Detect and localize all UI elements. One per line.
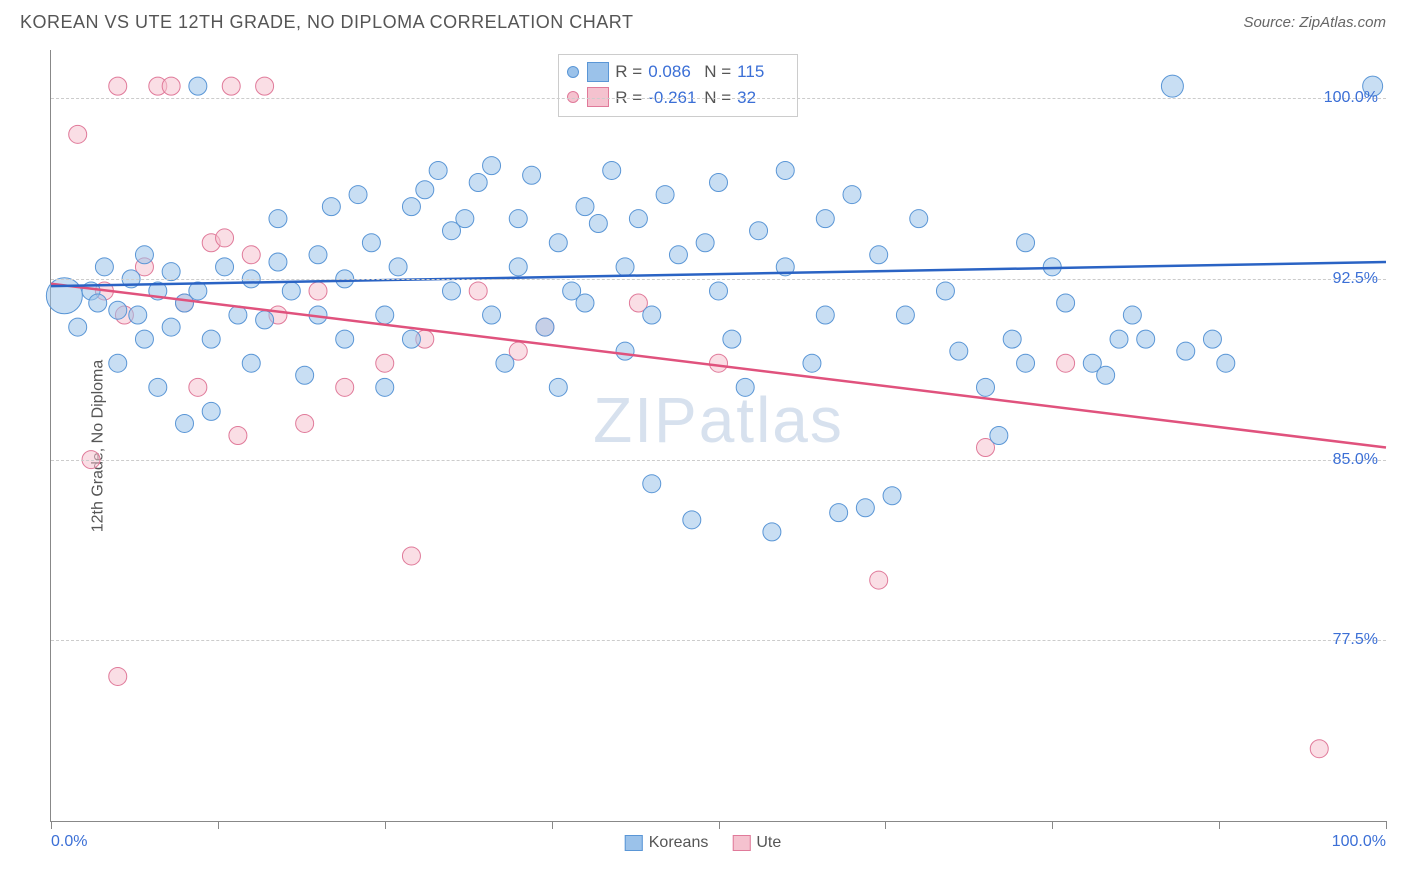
swatch-icon	[587, 62, 609, 82]
y-tick-label: 85.0%	[1333, 451, 1378, 469]
gridline	[51, 640, 1386, 641]
bottom-legend: Koreans Ute	[625, 834, 782, 852]
x-tick	[385, 821, 386, 829]
stat-r-korean: 0.086	[648, 59, 698, 85]
x-tick	[218, 821, 219, 829]
x-tick	[1386, 821, 1387, 829]
y-tick-label: 92.5%	[1333, 270, 1378, 288]
chart-header: KOREAN VS UTE 12TH GRADE, NO DIPLOMA COR…	[20, 12, 1386, 33]
gridline	[51, 98, 1386, 99]
chart-source: Source: ZipAtlas.com	[1243, 14, 1386, 31]
legend-item-korean: Koreans	[625, 834, 709, 852]
swatch-icon	[625, 835, 643, 851]
x-tick	[1052, 821, 1053, 829]
x-tick	[1219, 821, 1220, 829]
x-tick	[719, 821, 720, 829]
stats-legend-box: R = 0.086 N = 115 R = -0.261 N = 32	[558, 54, 798, 117]
chart-title: KOREAN VS UTE 12TH GRADE, NO DIPLOMA COR…	[20, 12, 633, 33]
swatch-icon	[732, 835, 750, 851]
y-tick-label: 77.5%	[1333, 631, 1378, 649]
legend-label-korean: Koreans	[649, 834, 709, 852]
legend-item-ute: Ute	[732, 834, 781, 852]
x-tick	[51, 821, 52, 829]
scatter-plot-svg	[51, 50, 1386, 821]
x-tick	[885, 821, 886, 829]
x-axis-end-label: 100.0%	[1332, 833, 1386, 851]
chart-plot-area: R = 0.086 N = 115 R = -0.261 N = 32 ZIPa…	[50, 50, 1386, 822]
gridline	[51, 460, 1386, 461]
stats-row-korean: R = 0.086 N = 115	[567, 59, 787, 85]
y-tick-label: 100.0%	[1324, 89, 1378, 107]
stat-n-korean: 115	[737, 59, 787, 85]
x-tick	[552, 821, 553, 829]
legend-label-ute: Ute	[756, 834, 781, 852]
gridline	[51, 279, 1386, 280]
stat-label: R =	[615, 59, 642, 85]
x-axis-start-label: 0.0%	[51, 833, 87, 851]
dot-icon	[567, 66, 579, 78]
stat-label: N =	[704, 59, 731, 85]
